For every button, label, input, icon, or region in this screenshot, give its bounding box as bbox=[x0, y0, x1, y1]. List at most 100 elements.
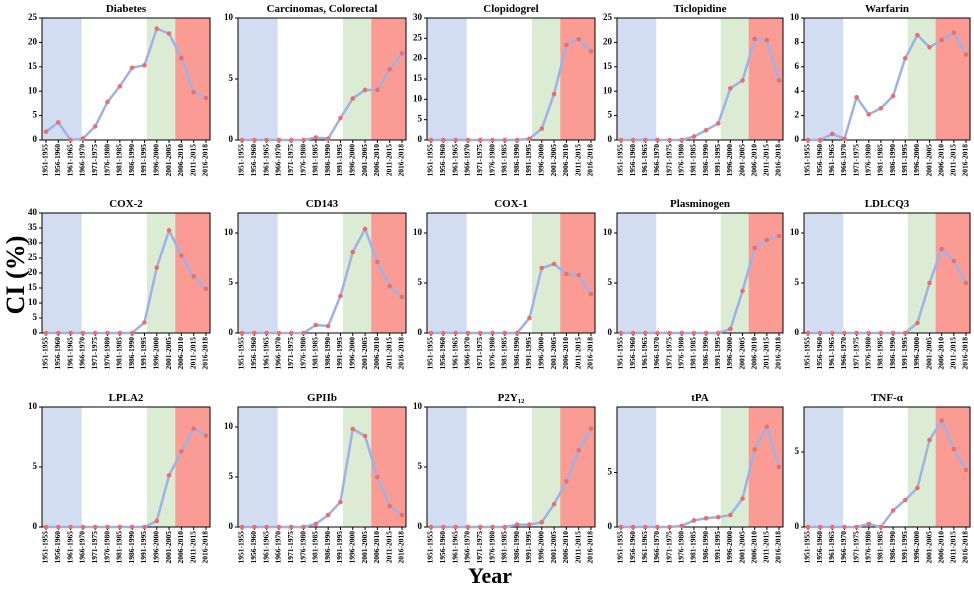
data-point bbox=[252, 330, 257, 336]
x-tick-label: 1951-1955 bbox=[237, 531, 246, 564]
data-point bbox=[288, 524, 294, 530]
data-point bbox=[502, 330, 508, 336]
x-tick-label: 2001-2005 bbox=[549, 144, 558, 177]
x-tick-label: 1966-1970 bbox=[78, 531, 87, 564]
data-point bbox=[576, 272, 581, 278]
panel-title: Plasminogen bbox=[670, 198, 730, 210]
shade-late bbox=[371, 18, 406, 140]
shade-early bbox=[804, 407, 844, 527]
shade-early bbox=[804, 18, 844, 140]
shade-late bbox=[175, 407, 210, 527]
data-point bbox=[313, 135, 319, 140]
y-tick-label: 25 bbox=[413, 32, 423, 42]
x-tick-label: 2006-2010 bbox=[936, 337, 945, 370]
data-point bbox=[276, 137, 282, 143]
shade-mid bbox=[342, 18, 372, 140]
x-tick-label: 2011-2015 bbox=[762, 337, 771, 369]
x-tick-label: 1961-1965 bbox=[827, 144, 836, 177]
y-tick-label: 5 bbox=[608, 110, 613, 120]
shade-late bbox=[560, 407, 595, 527]
x-tick-label: 2006-2010 bbox=[749, 337, 758, 370]
x-tick-label: 1986-1990 bbox=[888, 531, 897, 564]
x-tick-label: 1981-1985 bbox=[876, 144, 885, 177]
x-tick-label: 1971-1975 bbox=[286, 531, 295, 564]
x-tick-label: 1981-1985 bbox=[689, 531, 698, 564]
y-tick-label: 20 bbox=[28, 36, 38, 46]
data-point bbox=[313, 322, 319, 328]
data-point bbox=[588, 426, 594, 431]
data-point bbox=[830, 131, 835, 137]
data-point bbox=[679, 137, 685, 143]
x-tick-label: 2016-2018 bbox=[201, 531, 210, 564]
y-tick-label: 0 bbox=[795, 134, 800, 144]
data-point bbox=[191, 274, 196, 279]
shade-mid bbox=[720, 18, 749, 140]
x-tick-label: 1991-1995 bbox=[900, 531, 909, 564]
x-tick-label: 1996-2000 bbox=[151, 337, 160, 370]
x-tick-label: 2001-2005 bbox=[164, 144, 173, 177]
x-tick-label: 1956-1960 bbox=[249, 531, 258, 564]
x-tick-label: 2006-2010 bbox=[561, 337, 570, 370]
x-tick-label: 2011-2015 bbox=[573, 144, 582, 176]
x-tick-label: 1981-1985 bbox=[311, 144, 320, 177]
y-tick-label: 15 bbox=[28, 282, 38, 292]
data-point bbox=[179, 253, 184, 258]
x-tick-label: 1996-2000 bbox=[151, 144, 160, 177]
data-point bbox=[350, 249, 356, 255]
y-tick-label: 15 bbox=[603, 61, 613, 71]
data-point bbox=[679, 330, 685, 336]
x-tick-label: 2001-2005 bbox=[737, 144, 746, 177]
x-tick-label: 1996-2000 bbox=[536, 531, 545, 564]
data-point bbox=[588, 291, 594, 297]
y-tick-label: 6 bbox=[795, 61, 800, 71]
x-tick-label: 1991-1995 bbox=[139, 531, 148, 564]
shade-early bbox=[238, 407, 278, 527]
data-point bbox=[264, 524, 269, 530]
panel: GPIIb 0 5 10 1951-1955 1956-1960 1961-1965 1966… bbox=[224, 392, 407, 564]
data-point bbox=[728, 512, 733, 518]
data-point bbox=[301, 330, 306, 336]
x-tick-label: 1996-2000 bbox=[347, 337, 356, 370]
data-point bbox=[43, 129, 49, 135]
x-tick-label: 2011-2015 bbox=[762, 144, 771, 176]
data-point bbox=[80, 136, 86, 141]
data-point bbox=[576, 447, 581, 453]
x-tick-label: 1961-1965 bbox=[65, 337, 74, 370]
data-point bbox=[764, 424, 770, 429]
x-tick-label: 1966-1970 bbox=[839, 144, 848, 177]
data-point bbox=[166, 228, 172, 233]
x-tick-label: 1966-1970 bbox=[652, 144, 661, 177]
data-point bbox=[288, 137, 294, 143]
data-point bbox=[338, 293, 343, 299]
x-tick-label: 2016-2018 bbox=[397, 337, 406, 370]
data-point bbox=[715, 121, 721, 126]
panel-title: Clopidogrel bbox=[483, 3, 538, 15]
data-point bbox=[490, 524, 495, 530]
x-tick-label: 1966-1970 bbox=[274, 531, 283, 564]
x-tick-label: 1956-1960 bbox=[438, 337, 447, 370]
data-point bbox=[203, 286, 209, 292]
x-tick-label: 1956-1960 bbox=[628, 531, 637, 564]
x-tick-label: 1996-2000 bbox=[912, 531, 921, 564]
y-tick-label: 5 bbox=[229, 471, 234, 481]
y-tick-label: 20 bbox=[603, 36, 613, 46]
data-point bbox=[764, 37, 770, 43]
x-tick-label: 1996-2000 bbox=[725, 531, 734, 564]
data-point bbox=[325, 136, 331, 142]
x-tick-label: 2011-2015 bbox=[384, 337, 393, 369]
x-tick-label: 1976-1980 bbox=[102, 144, 111, 177]
x-tick-label: 1991-1995 bbox=[335, 531, 344, 564]
y-tick-label: 10 bbox=[413, 93, 423, 103]
y-tick-label: 0 bbox=[33, 327, 38, 337]
x-tick-label: 2011-2015 bbox=[573, 337, 582, 369]
x-tick-label: 1986-1990 bbox=[127, 337, 136, 370]
data-point bbox=[191, 89, 196, 95]
y-tick-label: 40 bbox=[28, 207, 38, 217]
x-tick-label: 1981-1985 bbox=[311, 337, 320, 370]
x-tick-label: 1991-1995 bbox=[713, 531, 722, 564]
x-tick-label: 1961-1965 bbox=[65, 144, 74, 177]
data-point bbox=[655, 330, 660, 336]
x-tick-label: 1991-1995 bbox=[139, 337, 148, 370]
x-tick-label: 1971-1975 bbox=[851, 337, 860, 370]
